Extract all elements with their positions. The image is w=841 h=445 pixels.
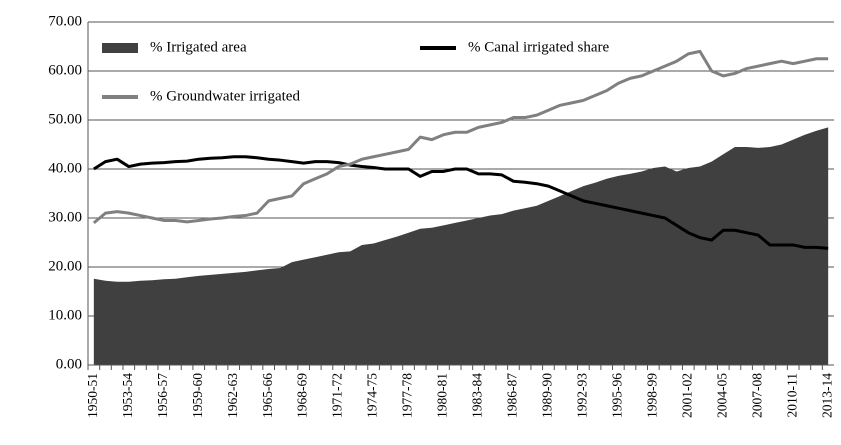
y-tick-label: 0.00 bbox=[56, 356, 82, 372]
x-tick-label: 1968-69 bbox=[295, 373, 310, 418]
legend-label: % Canal irrigated share bbox=[468, 39, 610, 55]
line bbox=[93, 155, 829, 250]
x-tick-label: 1971-72 bbox=[330, 373, 345, 418]
x-tick-label: 2001-02 bbox=[679, 373, 694, 418]
y-tick-label: 10.00 bbox=[48, 307, 82, 323]
x-tick-label: 2010-11 bbox=[784, 373, 799, 418]
x-tick-label: 1962-63 bbox=[225, 373, 240, 418]
x-tick-label: 1965-66 bbox=[260, 373, 275, 418]
x-tick-label: 2013-14 bbox=[819, 373, 834, 418]
x-tick-label: 2007-08 bbox=[749, 373, 764, 418]
x-tick-label: 1998-99 bbox=[644, 373, 659, 418]
x-tick-label: 1989-90 bbox=[540, 373, 555, 418]
y-tick-label: 40.00 bbox=[48, 160, 82, 176]
y-tick-label: 50.00 bbox=[48, 111, 82, 127]
legend-label: % Irrigated area bbox=[150, 39, 247, 55]
y-tick-label: 60.00 bbox=[48, 62, 82, 78]
x-tick-label: 1983-84 bbox=[470, 373, 485, 418]
x-tick-label: 1992-93 bbox=[574, 373, 589, 418]
x-tick-label: 1959-60 bbox=[190, 373, 205, 418]
x-tick-label: 2004-05 bbox=[714, 373, 729, 418]
line bbox=[92, 49, 829, 225]
x-tick-label: 1953-54 bbox=[120, 373, 135, 418]
x-tick-label: 1950-51 bbox=[85, 373, 100, 418]
x-tick-label: 1980-81 bbox=[435, 373, 450, 418]
x-tick-label: 1986-87 bbox=[505, 373, 520, 418]
x-tick-label: 1995-96 bbox=[609, 373, 624, 418]
legend-swatch bbox=[102, 43, 138, 53]
x-tick-label: 1956-57 bbox=[155, 373, 170, 418]
x-tick-label: 1977-78 bbox=[400, 373, 415, 418]
y-tick-label: 20.00 bbox=[48, 258, 82, 274]
area bbox=[93, 127, 829, 365]
x-tick-label: 1974-75 bbox=[365, 373, 380, 418]
y-tick-label: 30.00 bbox=[48, 209, 82, 225]
y-tick-label: 70.00 bbox=[48, 13, 82, 29]
legend-label: % Groundwater irrigated bbox=[150, 88, 300, 104]
